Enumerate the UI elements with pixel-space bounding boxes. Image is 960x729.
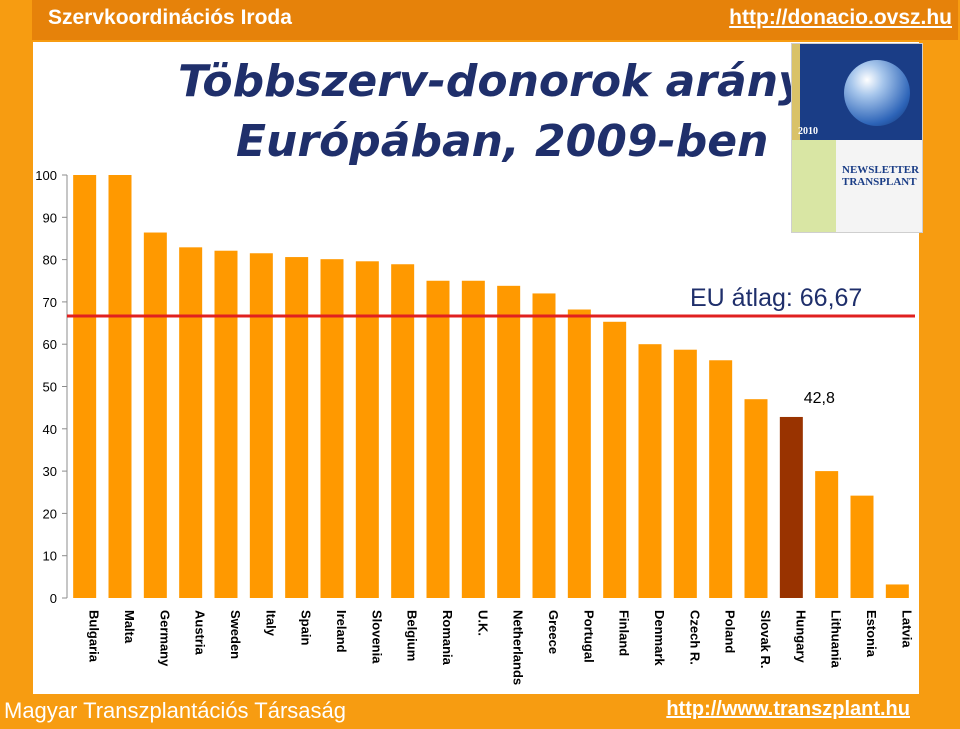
bar-czech-r- xyxy=(673,349,697,598)
x-tick-label: Czech R. xyxy=(687,610,702,665)
x-tick-label: Sweden xyxy=(228,610,243,659)
bar-denmark xyxy=(638,344,662,598)
y-tick-label: 20 xyxy=(43,506,57,521)
bar-germany xyxy=(143,232,167,598)
cover-green-band xyxy=(792,140,836,232)
header-url-link[interactable]: http://donacio.ovsz.hu xyxy=(729,6,952,29)
cover-spine xyxy=(792,44,800,140)
cover-year: 2010 xyxy=(798,126,818,137)
bar-u-k- xyxy=(461,280,485,598)
eu-average-label: EU átlag: 66,67 xyxy=(690,284,862,312)
bar-netherlands xyxy=(497,285,521,598)
bar-hungary xyxy=(779,416,803,598)
newsletter-cover-image: 2010 NEWSLETTER TRANSPLANT xyxy=(791,43,923,233)
y-tick-label: 70 xyxy=(43,295,57,310)
bar-latvia xyxy=(885,584,909,598)
x-tick-label: Latvia xyxy=(899,610,914,648)
y-tick-label: 80 xyxy=(43,253,57,268)
chart-title-line1: Többszerv-donorok aránya xyxy=(178,56,837,107)
x-tick-label: Hungary xyxy=(793,610,808,664)
bar-austria xyxy=(179,247,203,598)
bar-slovak-r- xyxy=(744,399,768,598)
x-tick-label: Bulgaria xyxy=(87,610,102,663)
bar-bulgaria xyxy=(73,175,97,598)
bar-romania xyxy=(426,280,450,598)
x-tick-label: Belgium xyxy=(405,610,420,661)
bar-lithuania xyxy=(815,471,839,598)
bar-estonia xyxy=(850,495,874,598)
x-tick-label: Lithuania xyxy=(829,610,844,669)
bar-malta xyxy=(108,175,132,598)
cover-newsletter-title: NEWSLETTER TRANSPLANT xyxy=(842,164,920,188)
bar-sweden xyxy=(214,250,238,599)
x-tick-label: Greece xyxy=(546,610,561,654)
x-tick-label: Portugal xyxy=(581,610,596,663)
x-tick-label: Spain xyxy=(299,610,314,645)
x-tick-label: Germany xyxy=(157,610,172,667)
x-tick-label: Romania xyxy=(440,610,455,666)
x-tick-label: Slovenia xyxy=(369,610,384,664)
x-tick-label: Denmark xyxy=(652,610,667,666)
x-tick-label: Ireland xyxy=(334,610,349,653)
bar-italy xyxy=(249,253,273,598)
x-tick-label: Slovak R. xyxy=(758,610,773,669)
y-tick-label: 0 xyxy=(50,591,57,606)
x-tick-label: Finland xyxy=(617,610,632,656)
x-tick-label: U.K. xyxy=(475,610,490,636)
bar-slovenia xyxy=(355,261,379,598)
bar-finland xyxy=(603,321,627,598)
y-tick-label: 60 xyxy=(43,337,57,352)
y-tick-label: 100 xyxy=(35,168,57,183)
bar-belgium xyxy=(391,264,415,598)
bar-spain xyxy=(285,257,309,598)
y-tick-label: 10 xyxy=(43,549,57,564)
header-bar: Szervkoordinációs Iroda http://donacio.o… xyxy=(32,0,958,40)
header-title: Szervkoordinációs Iroda xyxy=(48,6,292,29)
x-tick-label: Poland xyxy=(723,610,738,653)
x-tick-label: Estonia xyxy=(864,610,879,658)
footer-bar: Magyar Transzplantációs Társaság http://… xyxy=(0,694,960,729)
bar-ireland xyxy=(320,259,344,598)
x-tick-label: Italy xyxy=(263,610,278,637)
y-tick-label: 90 xyxy=(43,210,57,225)
x-tick-label: Malta xyxy=(122,610,137,644)
chart-title-line2: Európában, 2009-ben xyxy=(236,116,769,167)
data-label-hungary: 42,8 xyxy=(804,390,835,407)
footer-org: Magyar Transzplantációs Társaság xyxy=(4,698,346,723)
bar-poland xyxy=(709,360,733,598)
bar-greece xyxy=(532,293,556,598)
x-tick-label: Netherlands xyxy=(511,610,526,685)
y-tick-label: 40 xyxy=(43,422,57,437)
globe-icon xyxy=(844,60,910,126)
footer-url-link[interactable]: http://www.transzplant.hu xyxy=(666,698,910,720)
y-tick-label: 50 xyxy=(43,380,57,395)
y-tick-label: 30 xyxy=(43,464,57,479)
x-tick-label: Austria xyxy=(193,610,208,656)
bar-portugal xyxy=(567,309,591,598)
